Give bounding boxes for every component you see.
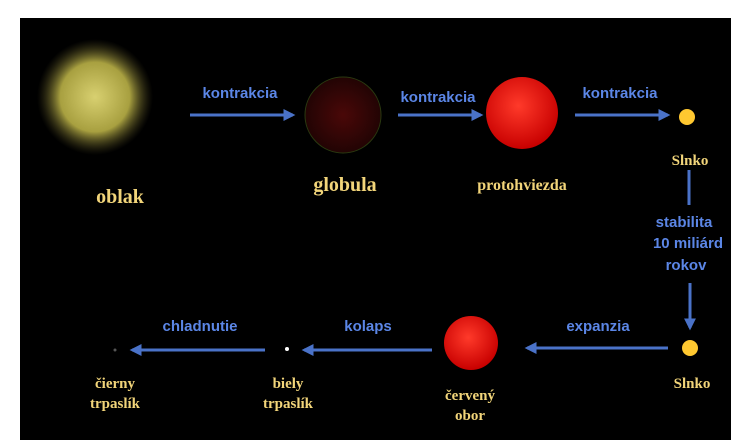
node-label: trpaslík bbox=[90, 396, 141, 412]
sun bbox=[679, 109, 695, 125]
edge-label: kolaps bbox=[344, 318, 392, 335]
node-label: oblak bbox=[96, 186, 145, 208]
node-label: obor bbox=[455, 408, 485, 424]
edge-label: stabilita bbox=[656, 214, 713, 231]
sun bbox=[682, 340, 698, 356]
node-label: Slnko bbox=[674, 376, 711, 392]
edge-label: chladnutie bbox=[162, 318, 237, 335]
red-giant bbox=[444, 316, 498, 370]
black-dwarf bbox=[114, 349, 117, 352]
node-label: biely bbox=[273, 376, 304, 392]
node-label: protohviezda bbox=[477, 177, 566, 194]
diagram: oblak globula protohviezda Slnko Slnko č… bbox=[0, 0, 731, 440]
node-label: čierny bbox=[95, 376, 135, 392]
edge-label: expanzia bbox=[566, 318, 630, 335]
edge-label: 10 miliárd bbox=[653, 235, 723, 252]
protostar bbox=[486, 77, 558, 149]
edge-label: kontrakcia bbox=[400, 89, 476, 106]
white-dwarf bbox=[285, 347, 289, 351]
edge-label: kontrakcia bbox=[202, 85, 278, 102]
edge-label: kontrakcia bbox=[582, 85, 658, 102]
node-label: Slnko bbox=[672, 153, 709, 169]
globule bbox=[305, 77, 381, 153]
cloud bbox=[37, 39, 153, 155]
node-label: globula bbox=[313, 174, 376, 196]
node-label: trpaslík bbox=[263, 396, 314, 412]
node-label: červený bbox=[445, 388, 495, 404]
edge-label: rokov bbox=[666, 257, 708, 274]
